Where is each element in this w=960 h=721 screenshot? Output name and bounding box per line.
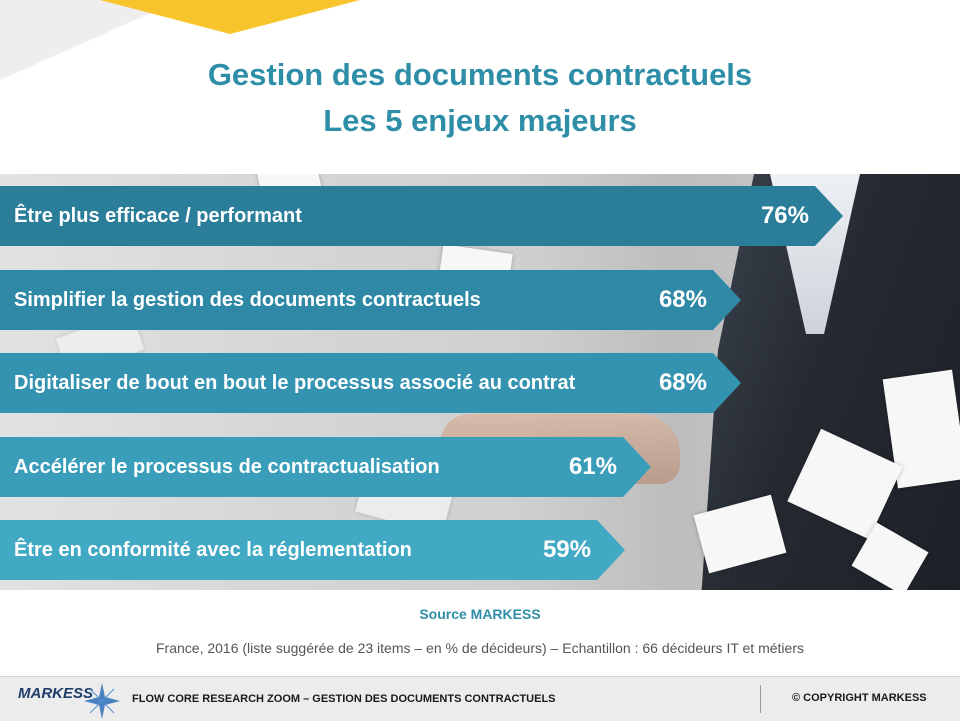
bar-shape-5: [0, 520, 625, 580]
bar-shape-3: [0, 353, 741, 413]
markess-logo: MARKESS: [18, 685, 94, 702]
bar-shape-4: [0, 437, 651, 497]
footer-divider: [760, 685, 761, 713]
page-title: Gestion des documents contractuels Les 5…: [0, 52, 960, 144]
copyright: © COPYRIGHT MARKESS: [792, 692, 927, 704]
bar-shape-1: [0, 186, 843, 246]
bar-value-label: 68%: [658, 369, 707, 396]
bar-label: Être en conformité avec la réglementatio…: [14, 539, 412, 561]
title-line-2: Les 5 enjeux majeurs: [323, 103, 637, 138]
methodology-note: France, 2016 (liste suggérée de 23 items…: [156, 640, 804, 656]
bar-arrow: [0, 520, 625, 580]
bar-shape-2: [0, 270, 741, 330]
bar-label: Simplifier la gestion des documents cont…: [14, 289, 481, 311]
bar-value-label: 68%: [658, 286, 707, 313]
bar-2: Simplifier la gestion des documents cont…: [0, 270, 741, 330]
footer: MARKESS FLOW CORE RESEARCH ZOOM – GESTIO…: [0, 676, 960, 721]
bar-label: Être plus efficace / performant: [14, 205, 302, 227]
title-line-1: Gestion des documents contractuels: [207, 57, 753, 92]
bar-4: Accélérer le processus de contractualisa…: [0, 437, 651, 497]
footer-text: FLOW CORE RESEARCH ZOOM – GESTION DES DO…: [132, 693, 556, 705]
bar-5: Être en conformité avec la réglementatio…: [0, 520, 625, 580]
bar-label: Digitaliser de bout en bout le processus…: [14, 372, 576, 394]
decorative-yellow-triangle: [100, 0, 360, 34]
bar-value-label: 76%: [760, 202, 809, 229]
bar-value-label: 59%: [542, 536, 591, 563]
bar-label: Accélérer le processus de contractualisa…: [14, 456, 440, 478]
source-label: Source MARKESS: [419, 606, 541, 622]
bar-3: Digitaliser de bout en bout le processus…: [0, 353, 741, 413]
bar-value-label: 61%: [568, 453, 617, 480]
star-logo-icon: [84, 683, 120, 719]
bar-1: Être plus efficace / performant 76%: [0, 186, 843, 246]
bar-arrow: [0, 437, 651, 497]
bar-arrow: [0, 270, 741, 330]
bar-arrow: [0, 353, 741, 413]
bar-arrow: [0, 186, 843, 246]
